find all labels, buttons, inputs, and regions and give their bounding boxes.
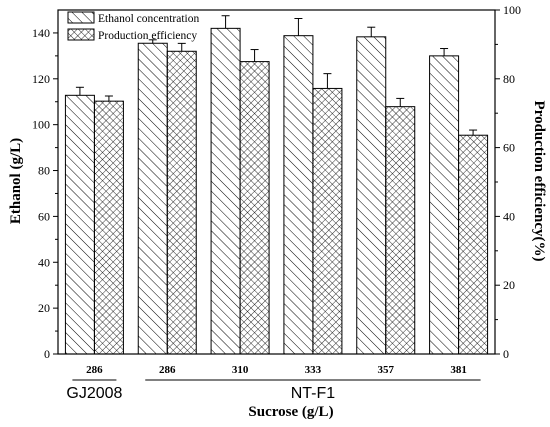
bar-efficiency bbox=[458, 134, 489, 355]
legend-swatch-efficiency bbox=[67, 28, 95, 41]
y-tick-label: 40 bbox=[38, 255, 50, 269]
x-tick-label: 357 bbox=[378, 364, 395, 376]
x-axis-title: Sucrose (g/L) bbox=[248, 404, 333, 420]
bar-efficiency bbox=[312, 87, 343, 355]
bar-ethanol bbox=[64, 94, 95, 355]
y-tick-label: 120 bbox=[32, 72, 50, 86]
y-tick-label: 20 bbox=[38, 301, 50, 315]
group-label: NT-F1 bbox=[291, 385, 336, 402]
y-tick-label: 140 bbox=[32, 26, 50, 40]
legend: Ethanol concentration Production efficie… bbox=[67, 11, 199, 42]
y2-tick-label: 40 bbox=[503, 209, 515, 223]
bar-ethanol bbox=[429, 55, 460, 355]
y2-tick-label: 20 bbox=[503, 278, 515, 292]
bar-ethanol bbox=[283, 35, 314, 355]
legend-label-efficiency: Production efficiency bbox=[98, 30, 197, 42]
legend-swatch-ethanol bbox=[67, 11, 95, 24]
y2-tick-label: 80 bbox=[503, 72, 515, 86]
legend-label-ethanol: Ethanol concentration bbox=[98, 13, 199, 25]
y-tick-label: 80 bbox=[38, 164, 50, 178]
y2-tick-label: 100 bbox=[503, 3, 521, 17]
y2-axis-title: Production efficiency(%) bbox=[531, 101, 547, 262]
y-tick-label: 60 bbox=[38, 209, 50, 223]
bar-efficiency bbox=[93, 100, 124, 355]
bar-efficiency bbox=[239, 61, 270, 355]
y-axis-title: Ethanol (g/L) bbox=[8, 138, 24, 224]
bar-efficiency bbox=[385, 106, 416, 355]
bar-ethanol bbox=[356, 36, 387, 355]
y-tick-label: 100 bbox=[32, 118, 50, 132]
x-tick-label: 286 bbox=[159, 364, 176, 376]
x-tick-label: 286 bbox=[86, 364, 103, 376]
x-tick-label: 381 bbox=[450, 364, 467, 376]
y-tick-label: 0 bbox=[44, 347, 50, 361]
y2-tick-label: 0 bbox=[503, 347, 509, 361]
x-tick-label: 333 bbox=[305, 364, 322, 376]
y2-tick-label: 60 bbox=[503, 141, 515, 155]
bar-ethanol bbox=[210, 27, 241, 355]
group-label: GJ2008 bbox=[66, 385, 122, 402]
bar-ethanol bbox=[137, 42, 168, 355]
x-tick-label: 310 bbox=[232, 364, 249, 376]
bar-efficiency bbox=[166, 50, 197, 355]
plot-area: 0 20 40 60 80 100 120 140 0 20 40 60 80 100 286 286 310 3… bbox=[32, 3, 521, 402]
